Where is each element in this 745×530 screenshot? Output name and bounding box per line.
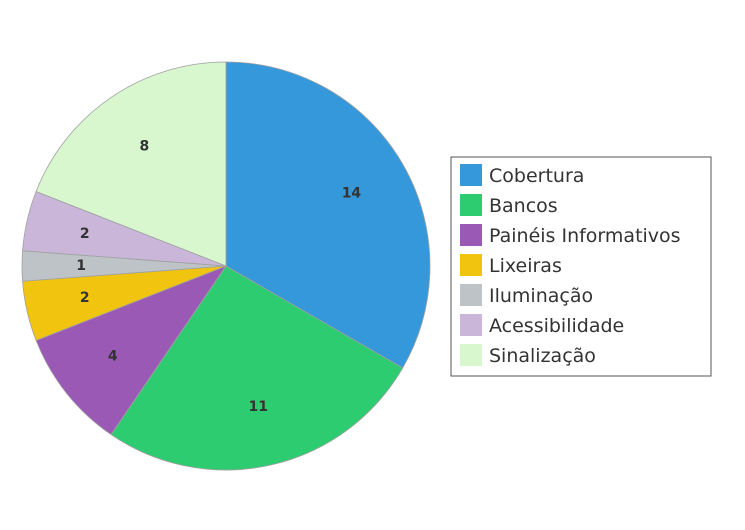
pie-slice-2 [110,265,404,471]
legend: Cobertura Bancos Painéis Informativos Lixei… [450,156,712,377]
legend-swatch-7 [460,344,482,366]
legend-box [450,156,712,377]
slice-value-label-7: 8 [140,138,150,154]
pie-slice-3 [35,265,228,436]
legend-swatch-1 [460,164,482,186]
legend-swatch-6 [460,314,482,336]
legend-label-6: Acessibilidade [489,315,624,337]
legend-swatch-3 [460,224,482,246]
slice-value-label-4: 2 [80,290,90,306]
slice-labels: 14 11 4 2 1 2 8 [76,138,361,415]
legend-label-5: Iluminação [489,285,593,307]
pie-slice-7 [35,61,227,267]
legend-label-7: Sinalização [489,345,596,367]
slice-value-label-6: 2 [80,226,90,242]
legend-label-1: Cobertura [489,165,584,187]
legend-label-4: Lixeiras [489,255,562,277]
legend-swatch-2 [460,194,482,216]
legend-label-3: Painéis Informativos [489,225,681,247]
slice-value-label-1: 14 [342,186,362,202]
legend-swatch-4 [460,254,482,276]
pie-slices [21,61,431,471]
pie-slice-1 [225,61,431,369]
slice-value-label-3: 4 [108,348,118,364]
legend-label-2: Bancos [489,195,558,217]
legend-swatch-5 [460,284,482,306]
slice-value-label-5: 1 [76,258,86,274]
slice-value-label-2: 11 [248,399,267,415]
